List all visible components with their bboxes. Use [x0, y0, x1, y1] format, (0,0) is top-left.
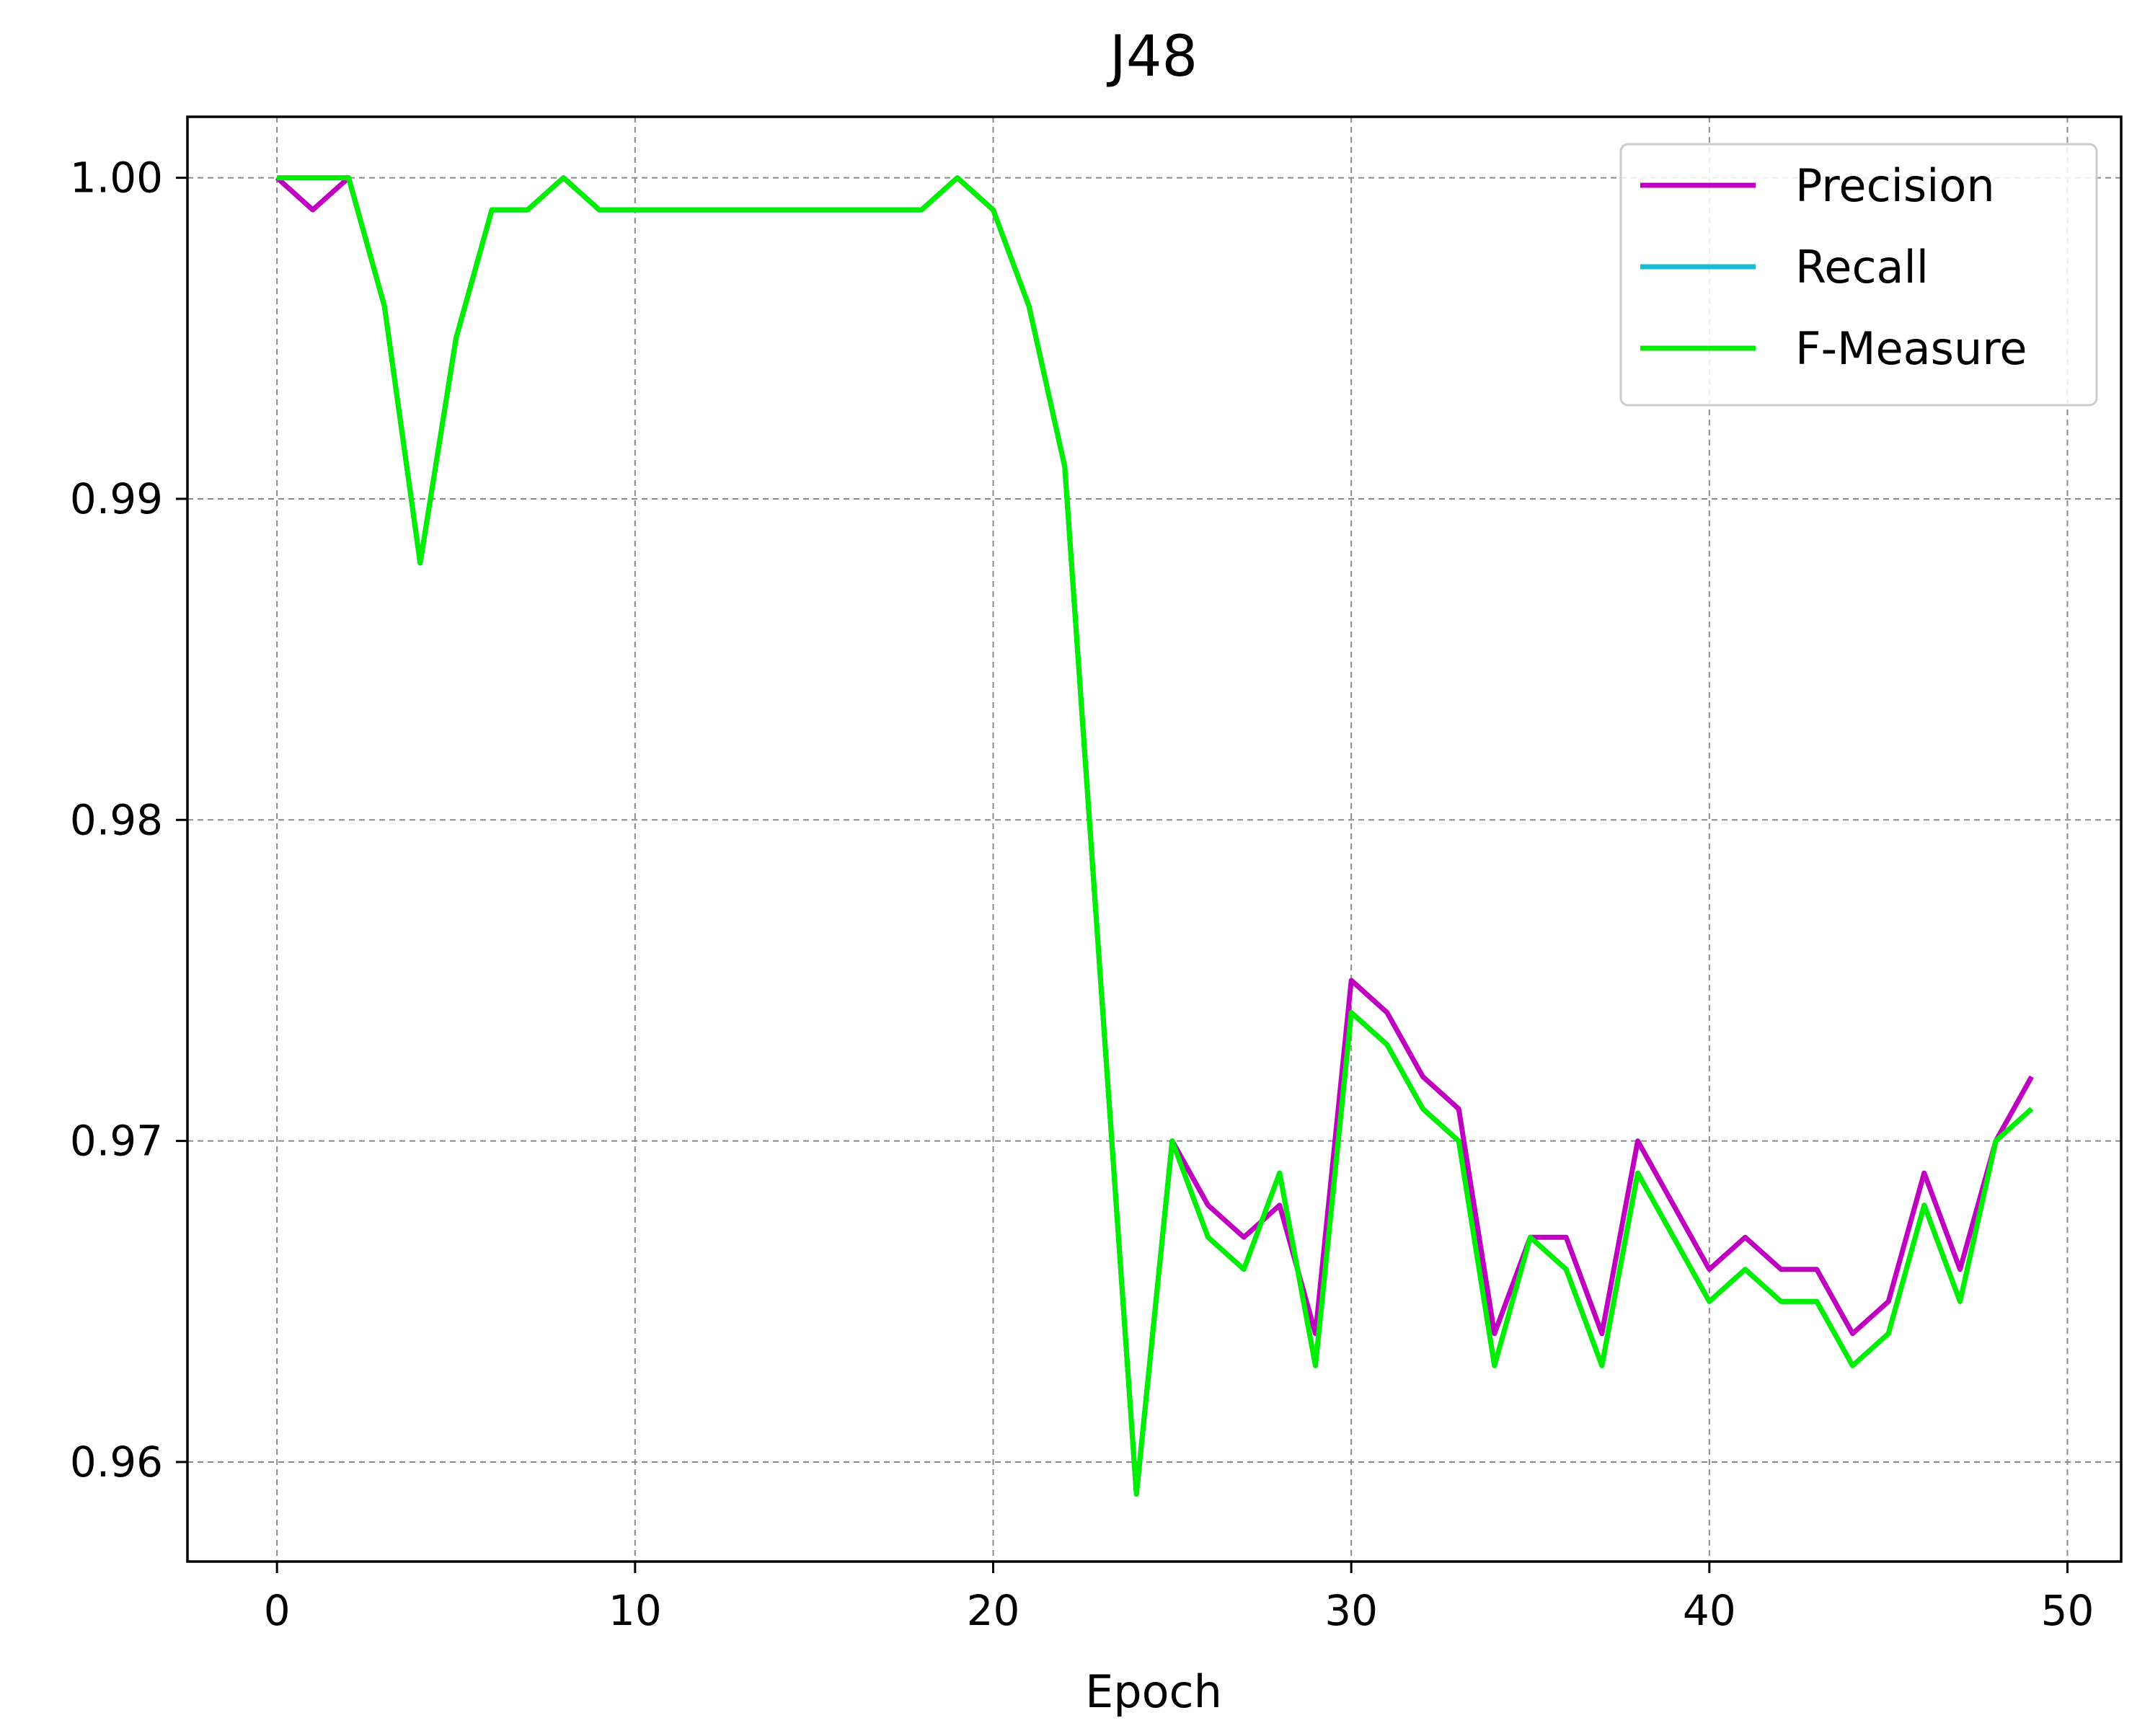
y-tick-label: 0.99 — [70, 474, 163, 523]
x-tick-label: 20 — [967, 1586, 1020, 1635]
y-tick-label: 0.97 — [70, 1117, 163, 1166]
grid — [187, 117, 2121, 1562]
x-tick-label: 30 — [1324, 1586, 1378, 1635]
series-lines — [275, 175, 2034, 1497]
y-tick-label: 0.96 — [70, 1438, 163, 1487]
series-line-f-measure — [277, 175, 2034, 1497]
legend-label-precision: Precision — [1795, 159, 1995, 212]
x-tick-label: 10 — [609, 1586, 662, 1635]
y-tick-label: 1.00 — [70, 154, 163, 203]
axis-ticks: 0 10 20 30 40 50 0.96 0.97 0.98 0.99 1.00 — [70, 154, 2094, 1635]
legend: Precision Recall F-Measure — [1619, 143, 2098, 407]
chart-title: J48 — [1106, 25, 1198, 89]
x-axis-label: Epoch — [1085, 1665, 1222, 1718]
legend-label-recall: Recall — [1795, 241, 1929, 293]
plot-area-frame — [186, 115, 2123, 1563]
y-tick-label: 0.98 — [70, 795, 163, 844]
x-tick-label: 50 — [2041, 1586, 2094, 1635]
legend-label-f-measure: F-Measure — [1795, 322, 2027, 375]
x-tick-label: 40 — [1683, 1586, 1736, 1635]
x-tick-label: 0 — [264, 1586, 291, 1635]
legend-box — [1619, 143, 2098, 407]
